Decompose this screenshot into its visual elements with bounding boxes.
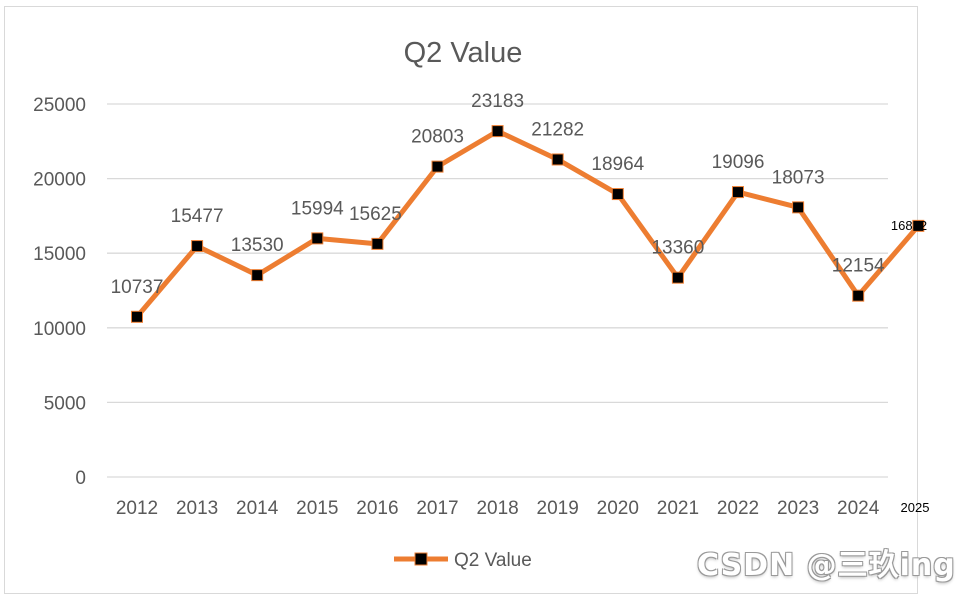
data-point: [311, 232, 324, 245]
data-point: [671, 271, 684, 284]
legend: Q2 Value: [394, 550, 532, 571]
x-tick-label: 2025: [901, 500, 930, 515]
x-axis: 2012 2013 2014 2015 2016 2017 2018 2019 2020 2021…: [116, 498, 930, 519]
data-label: 21282: [531, 119, 584, 140]
x-tick-label: 2019: [537, 498, 579, 519]
x-tick-label: 2020: [597, 498, 639, 519]
data-label: 15994: [291, 198, 344, 219]
data-point: [611, 188, 624, 201]
y-tick-label: 25000: [33, 95, 86, 116]
data-label: 19096: [712, 152, 765, 173]
data-point: [371, 237, 384, 250]
data-point: [431, 160, 444, 173]
data-label: 13360: [651, 238, 704, 259]
data-labels: 10737 15477 13530 15994 15625 20803 23183 21282…: [111, 91, 928, 298]
y-tick-label: 15000: [33, 244, 86, 265]
x-tick-label: 2012: [116, 498, 158, 519]
y-tick-label: 20000: [33, 170, 86, 191]
data-point: [551, 153, 564, 166]
x-tick-label: 2016: [356, 498, 398, 519]
data-label: 10737: [111, 277, 164, 298]
data-label: 20803: [411, 127, 464, 148]
data-point: [491, 125, 504, 138]
y-tick-label: 0: [75, 468, 86, 489]
data-point: [912, 219, 925, 232]
data-point: [732, 186, 744, 199]
x-tick-label: 2022: [717, 498, 759, 519]
legend-label: Q2 Value: [454, 550, 532, 571]
x-tick-label: 2021: [657, 498, 699, 519]
data-point: [251, 269, 264, 282]
x-tick-label: 2017: [416, 498, 458, 519]
data-label: 16832: [891, 218, 927, 233]
x-tick-label: 2023: [777, 498, 819, 519]
chart-title: Q2 Value: [404, 37, 523, 69]
data-label: 13530: [231, 235, 284, 256]
series-q2-value: [131, 125, 925, 323]
x-tick-label: 2018: [476, 498, 518, 519]
x-tick-label: 2024: [837, 498, 880, 519]
data-point: [131, 310, 143, 323]
data-label: 18964: [591, 154, 644, 175]
data-label: 12154: [832, 256, 885, 277]
gridlines: [107, 103, 888, 478]
x-tick-label: 2013: [176, 498, 218, 519]
x-tick-label: 2015: [296, 498, 338, 519]
legend-marker: [414, 552, 428, 566]
data-label: 23183: [471, 91, 524, 112]
data-point: [191, 240, 204, 253]
y-axis: 0 5000 10000 15000 20000 25000: [33, 95, 86, 489]
y-tick-label: 10000: [33, 319, 86, 340]
watermark: CSDN @三玖ing: [697, 548, 956, 583]
data-label: 15625: [349, 204, 402, 225]
data-label: 15477: [171, 206, 224, 227]
data-point: [792, 201, 805, 214]
data-label: 18073: [772, 167, 825, 188]
data-point: [852, 289, 865, 302]
x-tick-label: 2014: [236, 498, 279, 519]
y-tick-label: 5000: [44, 393, 86, 414]
series-line: [134, 128, 921, 320]
